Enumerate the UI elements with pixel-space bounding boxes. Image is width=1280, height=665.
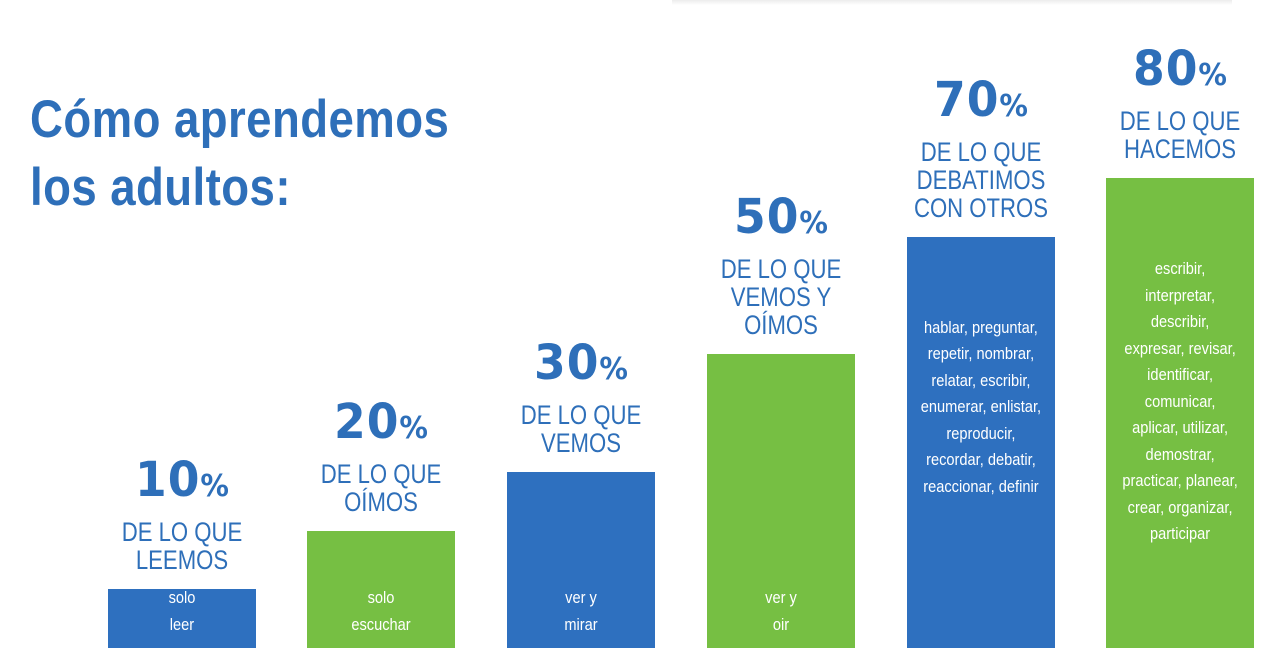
bar-caption: DE LO QUE VEMOS — [488, 401, 675, 457]
bar-description-line: recordar, debatir, — [926, 450, 1036, 470]
bar-heading: 30% DE LO QUE VEMOS — [467, 338, 695, 457]
bar-description-line: mirar — [564, 614, 598, 634]
percent-sign: % — [399, 410, 428, 446]
data-label-value: 20 — [334, 393, 400, 450]
bar-description-line: expresar, revisar, — [1124, 338, 1236, 358]
bar-caption: DE LO QUE VEMOS Y OÍMOS — [688, 255, 875, 339]
bar-caption-line: DE LO QUE — [920, 136, 1042, 167]
bar-caption-line: DE LO QUE — [320, 458, 442, 489]
bar-heading: 50% DE LO QUE VEMOS Y OÍMOS — [667, 192, 895, 339]
bar-caption-line: DE LO QUE — [720, 254, 842, 285]
title-line-1: Cómo aprendemos — [30, 90, 450, 149]
percent-sign: % — [799, 206, 828, 242]
data-label-value: 70 — [934, 71, 1000, 128]
percent-sign: % — [1198, 58, 1227, 93]
bar: solo escuchar — [307, 530, 455, 648]
data-label-value: 10 — [135, 452, 201, 509]
bar-description: ver y oir — [717, 585, 844, 638]
bar-caption-line: VEMOS — [541, 427, 621, 458]
data-label: 10% — [74, 455, 291, 512]
data-label-value: 50 — [734, 189, 800, 246]
bar-column: solo leer 10% DE LO QUE LEEMOS — [108, 0, 256, 648]
bar-description-line: reproducir, — [946, 423, 1016, 443]
bar-description-line: escribir, — [1154, 259, 1206, 278]
bar-description-line: oir — [772, 614, 790, 634]
data-label: 20% — [273, 397, 490, 454]
bar-description-line: participar — [1149, 524, 1211, 543]
bar-heading: 70% DE LO QUE DEBATIMOS CON OTROS — [867, 75, 1095, 222]
bar-description-line: ver y — [765, 588, 797, 607]
bar-caption-line: DE LO QUE — [121, 517, 243, 548]
percent-sign: % — [599, 351, 628, 387]
bar-description: escribir, interpretar, describir, expresar,… — [1122, 256, 1237, 548]
bar-description: solo escuchar — [317, 585, 444, 638]
bar-caption-line: VEMOS Y — [730, 282, 832, 313]
bar-description-line: repetir, nombrar, — [927, 344, 1035, 364]
bar-heading: 10% DE LO QUE LEEMOS — [68, 455, 296, 574]
bar-description-line: reaccionar, definir — [923, 476, 1039, 496]
bar-description: hablar, preguntar, repetir, nombrar, relat… — [921, 315, 1041, 501]
bar-description-line: leer — [169, 614, 195, 634]
bar: ver y oir — [707, 354, 855, 648]
percent-sign: % — [999, 88, 1028, 124]
percent-sign: % — [200, 469, 229, 505]
bar-caption: DE LO QUE OÍMOS — [288, 460, 475, 516]
bar: escribir, interpretar, describir, expresar,… — [1106, 178, 1254, 648]
bar-description-line: hablar, preguntar, — [924, 317, 1038, 337]
data-label: 70% — [873, 75, 1090, 132]
bar: ver y mirar — [507, 471, 655, 648]
bar-description-line: comunicar, — [1144, 391, 1216, 411]
bar-description-line: relatar, escribir, — [931, 370, 1031, 390]
bar-caption-line: DEBATIMOS — [916, 164, 1046, 195]
bar-description-line: demostrar, — [1145, 444, 1215, 464]
bar-description-line: crear, organizar, — [1127, 497, 1233, 517]
bar-heading: 20% DE LO QUE OÍMOS — [267, 397, 495, 516]
bar-caption-line: OÍMOS — [344, 486, 418, 517]
bar-caption: DE LO QUE LEEMOS — [89, 518, 276, 574]
bar-caption-line: DE LO QUE — [520, 399, 642, 430]
bar-description-line: enumerar, enlistar, — [920, 397, 1042, 417]
bar-caption-line: CON OTROS — [913, 192, 1049, 223]
bar-description-line: solo — [168, 588, 196, 607]
bar-column: solo escuchar 20% DE LO QUE OÍMOS — [307, 0, 455, 648]
bar-caption: DE LO QUE HACEMOS — [1087, 107, 1274, 163]
data-label: 50% — [673, 192, 890, 249]
bar-description-line: practicar, planear, — [1122, 471, 1238, 490]
bar-description-line: ver y — [565, 588, 597, 607]
page-title: Cómo aprendemos los adultos: — [30, 86, 449, 222]
bar-description-line: escuchar — [351, 614, 411, 634]
title-line-2: los adultos: — [30, 158, 291, 217]
bar-description-line: identificar, — [1147, 365, 1213, 384]
bar-description-line: solo — [367, 588, 395, 607]
bar-caption-line: DE LO QUE — [1119, 106, 1241, 136]
bar: hablar, preguntar, repetir, nombrar, relat… — [907, 236, 1055, 648]
bar-description: solo leer — [118, 585, 245, 638]
bar-description-line: describir, — [1150, 312, 1210, 331]
data-label-value: 80 — [1133, 41, 1199, 97]
bar-caption-line: OÍMOS — [744, 310, 818, 341]
bar-caption: DE LO QUE DEBATIMOS CON OTROS — [888, 138, 1075, 222]
bar-heading: 80% DE LO QUE HACEMOS — [1066, 44, 1280, 163]
bar: solo leer — [108, 588, 256, 648]
top-decorative-strip — [672, 0, 1232, 5]
bar-caption-line: HACEMOS — [1124, 134, 1236, 164]
data-label: 30% — [473, 338, 690, 395]
bar-caption-line: LEEMOS — [135, 545, 229, 576]
bar-column: ver y mirar 30% DE LO QUE VEMOS — [507, 0, 655, 648]
bar-description-line: aplicar, utilizar, — [1132, 418, 1228, 437]
bar-column: escribir, interpretar, describir, expresar,… — [1106, 0, 1254, 648]
bar-column: ver y oir 50% DE LO QUE VEMOS Y OÍMOS — [707, 0, 855, 648]
bar-description: ver y mirar — [517, 585, 644, 638]
data-label: 80% — [1072, 44, 1280, 101]
bar-column: hablar, preguntar, repetir, nombrar, relat… — [907, 0, 1055, 648]
bar-description-line: interpretar, — [1145, 285, 1215, 305]
data-label-value: 30 — [534, 334, 600, 391]
